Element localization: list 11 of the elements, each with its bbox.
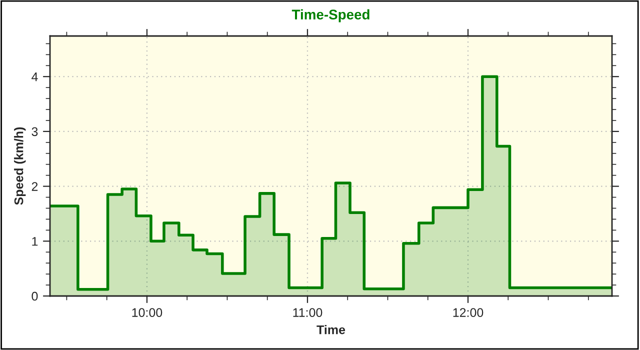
y-tick-label: 0 <box>32 292 38 301</box>
x-tick-label: 12:00 <box>453 308 484 317</box>
y-tick-label: 4 <box>32 72 38 82</box>
y-tick-label: 3 <box>32 127 38 136</box>
x-tick-label: 11:00 <box>293 308 322 317</box>
x-axis-title: Time <box>316 325 346 334</box>
y-tick-label: 2 <box>32 182 38 191</box>
y-tick-label: 1 <box>32 237 38 246</box>
y-axis-title: Speed (km/h) <box>14 127 26 205</box>
chart-title: Time-Speed <box>292 9 370 22</box>
x-tick-label: 10:00 <box>132 308 162 317</box>
